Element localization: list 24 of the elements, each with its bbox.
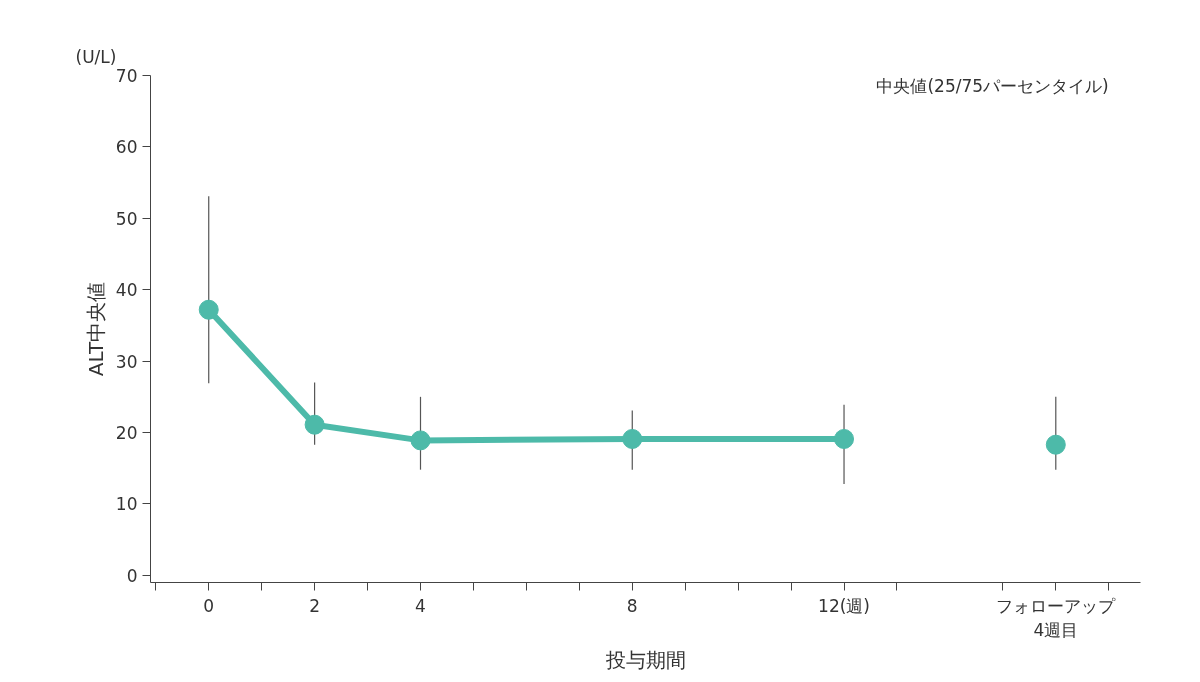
annotation: 中央値(25/75パーセンタイル)	[876, 75, 1109, 96]
x-tick-label: 4	[415, 595, 426, 616]
y-tick-label: 70	[115, 66, 138, 86]
point	[622, 428, 643, 449]
x-axis-title: 投与期間	[604, 647, 686, 672]
x-tick-label: フォローアップ 4週目	[996, 595, 1117, 640]
point	[304, 414, 325, 435]
y-axis-title: ALT中央値	[83, 281, 108, 377]
x-tick-label: 0	[203, 595, 215, 616]
y-tick-label: 20	[115, 423, 138, 444]
point	[410, 430, 431, 451]
y-tick-label: 0	[126, 565, 138, 586]
y-tick-label: 10	[115, 494, 138, 515]
point	[198, 299, 219, 320]
text: (U/L)	[75, 46, 117, 67]
point	[1045, 434, 1066, 455]
x-tick-label: 8	[626, 595, 638, 616]
x-tick-label: 12(週)	[818, 595, 870, 616]
y-tick-label: 60	[115, 137, 138, 158]
point	[834, 428, 855, 449]
x-tick-label: 2	[309, 595, 321, 616]
y-tick-label: 30	[115, 351, 138, 372]
y-tick-label: 40	[115, 280, 138, 301]
y-tick-label: 50	[115, 208, 138, 229]
